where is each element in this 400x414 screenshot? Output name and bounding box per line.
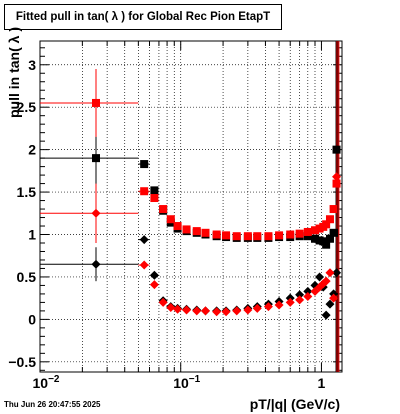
- data-point-square: [222, 231, 231, 240]
- data-point-square: [91, 154, 100, 163]
- data-point-diamond: [325, 299, 335, 309]
- data-point-square: [332, 179, 341, 188]
- data-point-diamond: [192, 306, 202, 316]
- series-2-mean: [40, 235, 342, 320]
- data-point-square: [173, 222, 182, 231]
- y-tick-label: 0.5: [17, 269, 37, 285]
- data-point-square: [150, 186, 159, 195]
- y-tick-label: 1: [28, 227, 36, 243]
- data-point-square: [150, 194, 159, 203]
- data-point-diamond: [91, 208, 101, 218]
- axes: −0.5 0 0.5 1 1.5 2 2.5 3 10−2 10−1 1: [8, 40, 343, 391]
- data-point-diamond: [274, 300, 284, 310]
- data-point-diamond: [182, 305, 192, 315]
- data-point-square: [159, 205, 168, 214]
- data-point-square: [212, 230, 221, 239]
- y-tick-label: 3: [28, 57, 36, 73]
- data-point-square: [275, 231, 284, 240]
- data-point-diamond: [149, 280, 159, 290]
- data-point-square: [91, 98, 100, 107]
- data-point-square: [310, 226, 319, 235]
- data-point-diamond: [295, 290, 305, 300]
- plot-frame: [39, 40, 343, 373]
- data-point-diamond: [91, 259, 101, 269]
- data-point-diamond: [200, 306, 210, 316]
- data-point-diamond: [166, 302, 176, 312]
- data-point-square: [232, 232, 241, 241]
- data-point-square: [325, 215, 334, 224]
- data-point-diamond: [173, 304, 183, 314]
- data-point-square: [140, 160, 149, 169]
- data-point-diamond: [232, 306, 242, 316]
- data-point-diamond: [149, 270, 159, 280]
- data-point-diamond: [252, 303, 262, 313]
- data-point-diamond: [332, 172, 342, 182]
- y-tick-label: 2: [28, 142, 36, 158]
- y-tick-label: 0: [28, 311, 36, 327]
- data-point-diamond: [212, 307, 222, 317]
- data-point-square: [264, 232, 273, 241]
- x-tick-label: 1: [318, 375, 326, 391]
- y-tick-label: 1.5: [17, 184, 37, 200]
- data-point-diamond: [329, 293, 339, 303]
- data-point-square: [253, 232, 262, 241]
- data-point-diamond: [158, 297, 168, 307]
- series-3-mean: [40, 172, 342, 317]
- data-point-square: [332, 145, 341, 154]
- data-point-square: [166, 215, 175, 224]
- data-point-diamond: [243, 305, 253, 315]
- data-point-diamond: [321, 276, 331, 286]
- data-point-square: [243, 232, 252, 241]
- x-axis-label: pT/|q| (GeV/c): [249, 396, 340, 412]
- data-point-square: [329, 228, 338, 237]
- data-point-square: [286, 230, 295, 239]
- data-point-square: [310, 234, 319, 243]
- data-point-diamond: [315, 272, 325, 282]
- data-point-square: [295, 229, 304, 238]
- chart-title: Fitted pull in tan( λ ) for Global Rec P…: [4, 4, 282, 30]
- datestamp: Thu Jun 26 20:47:55 2025: [4, 400, 101, 409]
- data-point-diamond: [139, 235, 149, 245]
- data-point-square: [140, 187, 149, 196]
- data-point-square: [201, 228, 210, 237]
- x-tick-label: 10−1: [173, 374, 200, 391]
- data-point-square: [322, 220, 331, 229]
- data-point-square: [303, 232, 312, 241]
- data-point-square: [303, 227, 312, 236]
- data-point-square: [329, 205, 338, 214]
- y-tick-label: −0.5: [8, 354, 36, 370]
- data-point-diamond: [221, 307, 231, 317]
- y-tick-label: 2.5: [17, 99, 37, 115]
- data-point-diamond: [139, 260, 149, 270]
- x-tick-label: 10−2: [33, 374, 60, 391]
- data-point-square: [325, 234, 334, 243]
- data-point-square: [322, 240, 331, 249]
- data-marks: [40, 41, 342, 372]
- data-point-diamond: [285, 297, 295, 307]
- data-point-square: [192, 227, 201, 236]
- y-axis-label: pull in tan( λ ): [6, 27, 22, 118]
- data-point-diamond: [295, 295, 305, 305]
- data-point-diamond: [332, 268, 342, 278]
- series-1-sigma: [40, 69, 341, 241]
- data-point-diamond: [303, 291, 313, 301]
- data-point-diamond: [325, 268, 335, 278]
- data-point-diamond: [263, 302, 273, 312]
- data-point-diamond: [321, 310, 331, 320]
- data-point-diamond: [303, 286, 313, 296]
- data-point-square: [182, 225, 191, 234]
- grid-lines: [39, 41, 342, 372]
